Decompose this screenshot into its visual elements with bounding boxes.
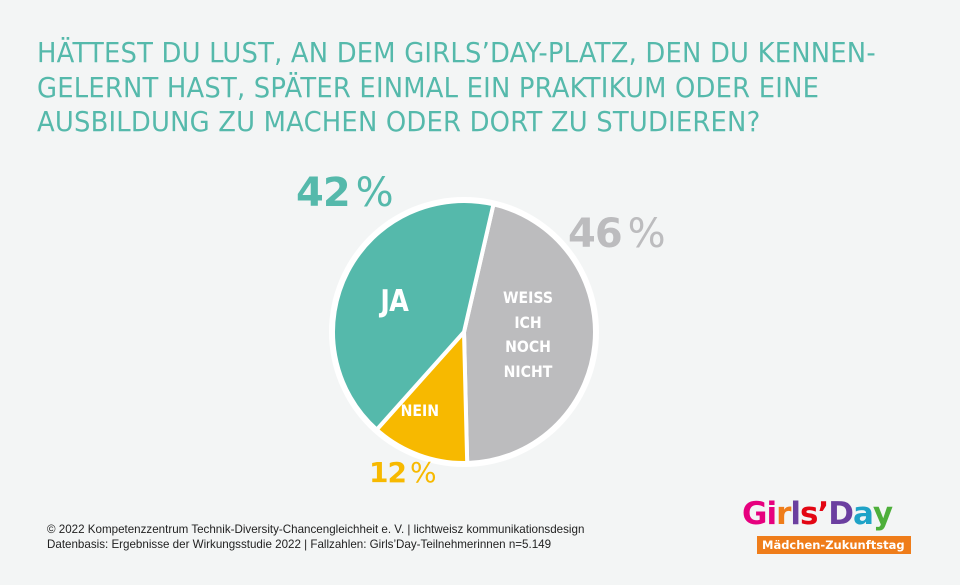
logo-letter: s — [800, 496, 818, 532]
title-line-2: GELERNT HAST, SPÄTER EINMAL EIN PRAKTIKU… — [37, 71, 820, 104]
value-label-ja: 42% — [296, 170, 394, 216]
value-label-weiss: 46% — [568, 211, 666, 257]
slice-label-weiss-line-4: NICHT — [503, 361, 553, 381]
slice-label-weiss-line-3: NOCH — [505, 337, 551, 356]
slice-label-weiss-line-2: ICH — [514, 312, 542, 332]
value-weiss-unit: % — [627, 211, 666, 257]
footer-data-basis: Datenbasis: Ergebnisse der Wirkungsstudi… — [47, 538, 552, 551]
footer-credits: © 2022 Kompetenzzentrum Technik-Diversit… — [47, 522, 584, 552]
logo-letter: r — [776, 496, 791, 532]
slice-label-ja: JA — [380, 284, 408, 319]
logo-letter: l — [790, 496, 801, 532]
value-ja-number: 42 — [296, 170, 351, 216]
value-weiss-number: 46 — [568, 211, 623, 257]
logo-letter: ’ — [817, 496, 829, 532]
logo-letter: i — [766, 496, 777, 532]
logo-tagline: Mädchen-Zukunftstag — [757, 536, 911, 554]
slice-label-weiss: WEISS ICH NOCH NICHT — [493, 286, 563, 384]
girlsday-logo: Girls’Day Mädchen-Zukunftstag — [740, 496, 925, 558]
chart-title: HÄTTEST DU LUST, AN DEM GIRLS’DAY-PLATZ,… — [37, 36, 883, 140]
title-line-3: AUSBILDUNG ZU MACHEN ODER DORT ZU STUDIE… — [37, 106, 761, 138]
value-label-nein: 12% — [369, 456, 437, 489]
slice-label-nein: NEIN — [400, 401, 440, 420]
value-ja-unit: % — [355, 170, 394, 216]
value-nein-number: 12 — [369, 456, 407, 489]
pie-slice-nein — [374, 330, 470, 465]
logo-wordmark: Girls’Day — [742, 496, 893, 532]
logo-letter: D — [828, 496, 854, 532]
logo-letter: y — [872, 496, 893, 532]
value-nein-unit: % — [409, 456, 437, 489]
pie-slice-weiss — [462, 202, 597, 465]
logo-letter: G — [742, 496, 767, 532]
title-line-1: HÄTTEST DU LUST, AN DEM GIRLS’DAY-PLATZ,… — [37, 37, 876, 69]
footer-copyright: © 2022 Kompetenzzentrum Technik-Diversit… — [47, 523, 585, 536]
pie-slice-ja — [331, 199, 496, 432]
logo-letter: a — [853, 496, 874, 532]
slice-label-weiss-line-1: WEISS — [502, 288, 554, 307]
